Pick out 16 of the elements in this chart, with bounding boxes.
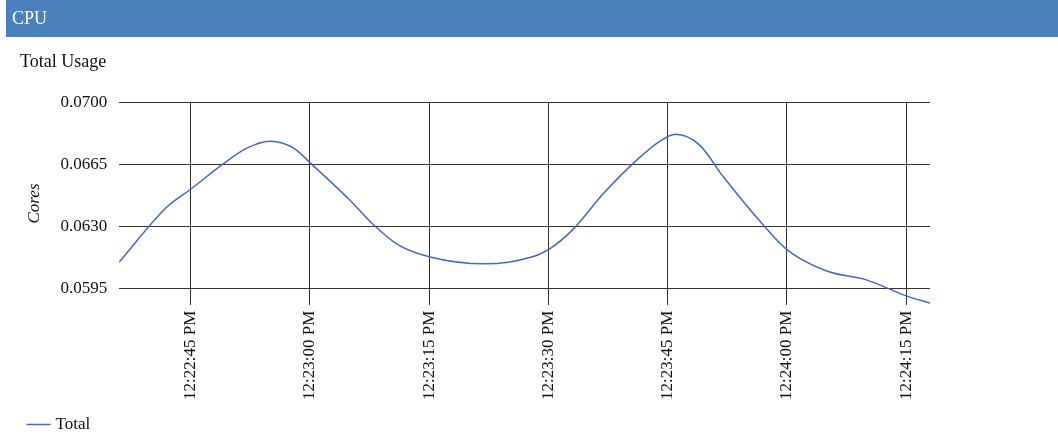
x-tick-label: 12:23:00 PM — [299, 310, 319, 401]
chart-subtitle: Total Usage — [20, 51, 107, 72]
legend-label: Total — [55, 413, 91, 433]
y-tick-label: 0.0630 — [60, 216, 108, 236]
x-tick-label: 12:23:45 PM — [657, 310, 677, 401]
y-tick-label: 0.0700 — [60, 91, 108, 111]
y-tick-label: 0.0595 — [60, 278, 108, 298]
x-tick-label: 12:23:30 PM — [537, 310, 557, 401]
line-series — [119, 133, 930, 304]
chart-title: CPU — [6, 0, 1058, 37]
y-axis-title: Cores — [23, 183, 43, 224]
x-tick-label: 12:23:15 PM — [418, 310, 438, 401]
x-tick-label: 12:24:00 PM — [776, 310, 796, 401]
x-tick-label: 12:24:15 PM — [895, 310, 915, 401]
y-tick-label: 0.0665 — [60, 153, 108, 173]
x-tick-label: 12:22:45 PM — [180, 310, 200, 401]
